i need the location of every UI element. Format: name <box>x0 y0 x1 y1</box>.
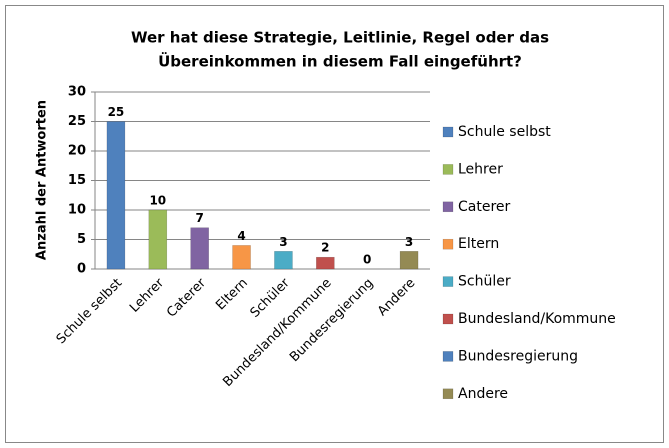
legend-swatch <box>442 351 454 362</box>
data-label: 2 <box>321 241 329 255</box>
y-tick-label: 5 <box>77 232 86 247</box>
bar <box>148 209 168 270</box>
legend-label: Andere <box>458 386 508 402</box>
data-label: 25 <box>108 105 125 119</box>
bar <box>316 256 335 270</box>
legend-label: Schüler <box>458 274 511 290</box>
chart-title: Wer hat diese Strategie, Leitlinie, Rege… <box>131 29 549 47</box>
data-label: 0 <box>363 253 371 267</box>
bar <box>399 251 419 270</box>
data-label: 3 <box>279 235 287 249</box>
chart-title: Übereinkommen in diesem Fall eingeführt? <box>158 52 522 71</box>
legend-swatch <box>442 238 454 250</box>
data-label: 4 <box>237 229 245 243</box>
legend-swatch <box>442 164 454 175</box>
bar <box>190 227 209 270</box>
y-tick-label: 10 <box>68 203 86 218</box>
chart-frame <box>5 5 664 443</box>
legend-label: Eltern <box>458 236 499 252</box>
y-tick-label: 0 <box>77 262 86 277</box>
bar <box>106 121 126 270</box>
y-axis-label: Anzahl der Antworten <box>35 100 50 260</box>
data-label: 7 <box>196 211 204 225</box>
y-tick-label: 15 <box>68 173 86 188</box>
bar <box>232 245 251 270</box>
legend-swatch <box>442 126 454 138</box>
legend-label: Bundesland/Kommune <box>458 311 616 327</box>
y-tick-label: 25 <box>68 114 86 129</box>
legend-label: Caterer <box>458 199 511 215</box>
legend-label: Lehrer <box>458 161 503 177</box>
legend-label: Bundesregierung <box>458 348 578 364</box>
legend-swatch <box>442 276 454 287</box>
data-label: 3 <box>405 235 413 249</box>
y-tick-label: 20 <box>68 144 86 159</box>
legend-swatch <box>442 313 454 325</box>
bar <box>274 251 293 270</box>
legend-label: Schule selbst <box>458 124 551 140</box>
legend-swatch <box>442 201 454 213</box>
data-label: 10 <box>149 194 166 208</box>
y-tick-label: 30 <box>68 85 86 100</box>
legend-swatch <box>442 388 454 400</box>
